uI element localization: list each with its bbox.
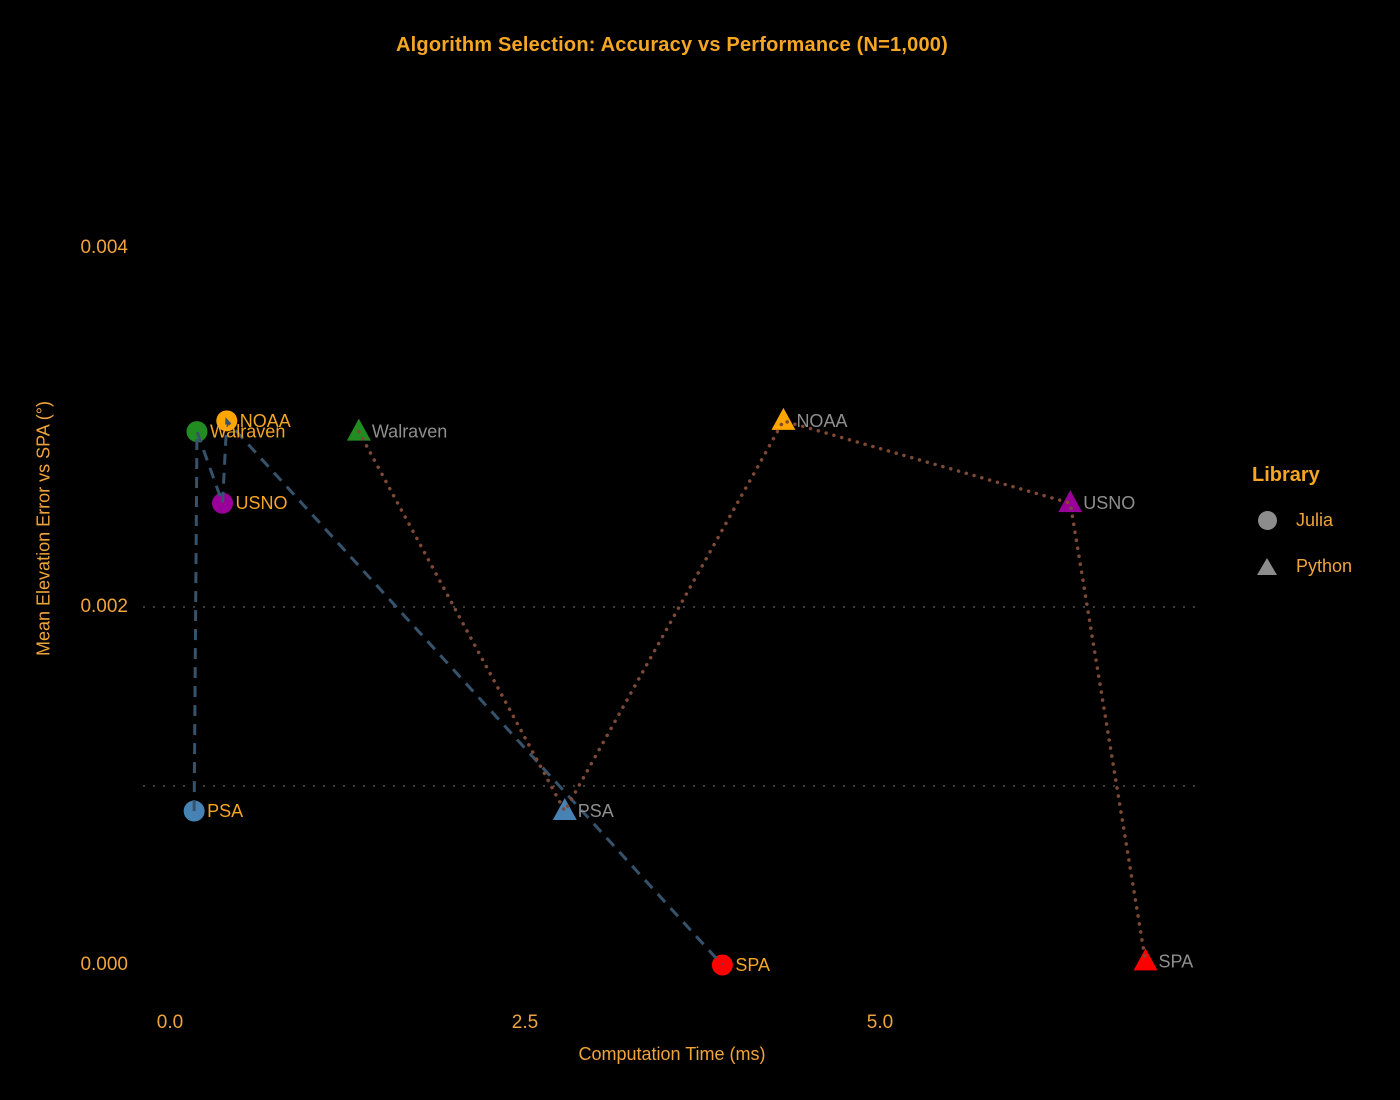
- legend-label-julia: Julia: [1296, 509, 1334, 530]
- y-axis-title: Mean Elevation Error vs SPA (°): [33, 401, 54, 656]
- x-axis-title: Computation Time (ms): [578, 1044, 766, 1064]
- point-label-julia-spa: SPA: [735, 955, 770, 975]
- point-julia-usno: [212, 492, 234, 514]
- point-python-usno: [1058, 490, 1083, 513]
- legend-label-python: Python: [1296, 555, 1353, 576]
- triangle-icon: [1252, 557, 1282, 575]
- x-tick-2: 5.0: [866, 1012, 894, 1033]
- point-label-python-walraven: Walraven: [372, 422, 447, 442]
- x-tick-0: 0.0: [156, 1012, 184, 1033]
- point-label-julia-noaa: NOAA: [240, 411, 291, 431]
- series-path-julia: [192, 417, 724, 967]
- point-label-julia-psa: PSA: [207, 801, 243, 821]
- legend-title: Library: [1252, 464, 1320, 486]
- x-tick-1: 2.5: [511, 1012, 539, 1033]
- y-tick-1: 0.002: [80, 596, 128, 617]
- y-tick-2: 0.004: [80, 237, 128, 258]
- legend-item-julia: Julia: [1252, 505, 1392, 535]
- point-label-julia-walraven: Walraven: [210, 422, 285, 442]
- point-label-julia-usno: USNO: [236, 493, 288, 513]
- legend: Library Julia Python: [1252, 464, 1392, 597]
- point-python-walraven: [346, 418, 371, 441]
- point-python-noaa: [771, 407, 796, 430]
- point-julia-walraven: [186, 421, 208, 443]
- y-tick-0: 0.000: [80, 954, 128, 975]
- point-label-python-spa: SPA: [1159, 951, 1194, 971]
- point-python-spa: [1133, 948, 1158, 971]
- point-label-python-noaa: NOAA: [796, 411, 847, 431]
- point-label-python-psa: PSA: [578, 801, 614, 821]
- point-label-python-usno: USNO: [1083, 493, 1135, 513]
- series-path-python: [357, 418, 1148, 964]
- legend-item-python: Python: [1252, 551, 1392, 581]
- circle-icon: [1252, 510, 1282, 530]
- chart-title: Algorithm Selection: Accuracy vs Perform…: [396, 34, 948, 56]
